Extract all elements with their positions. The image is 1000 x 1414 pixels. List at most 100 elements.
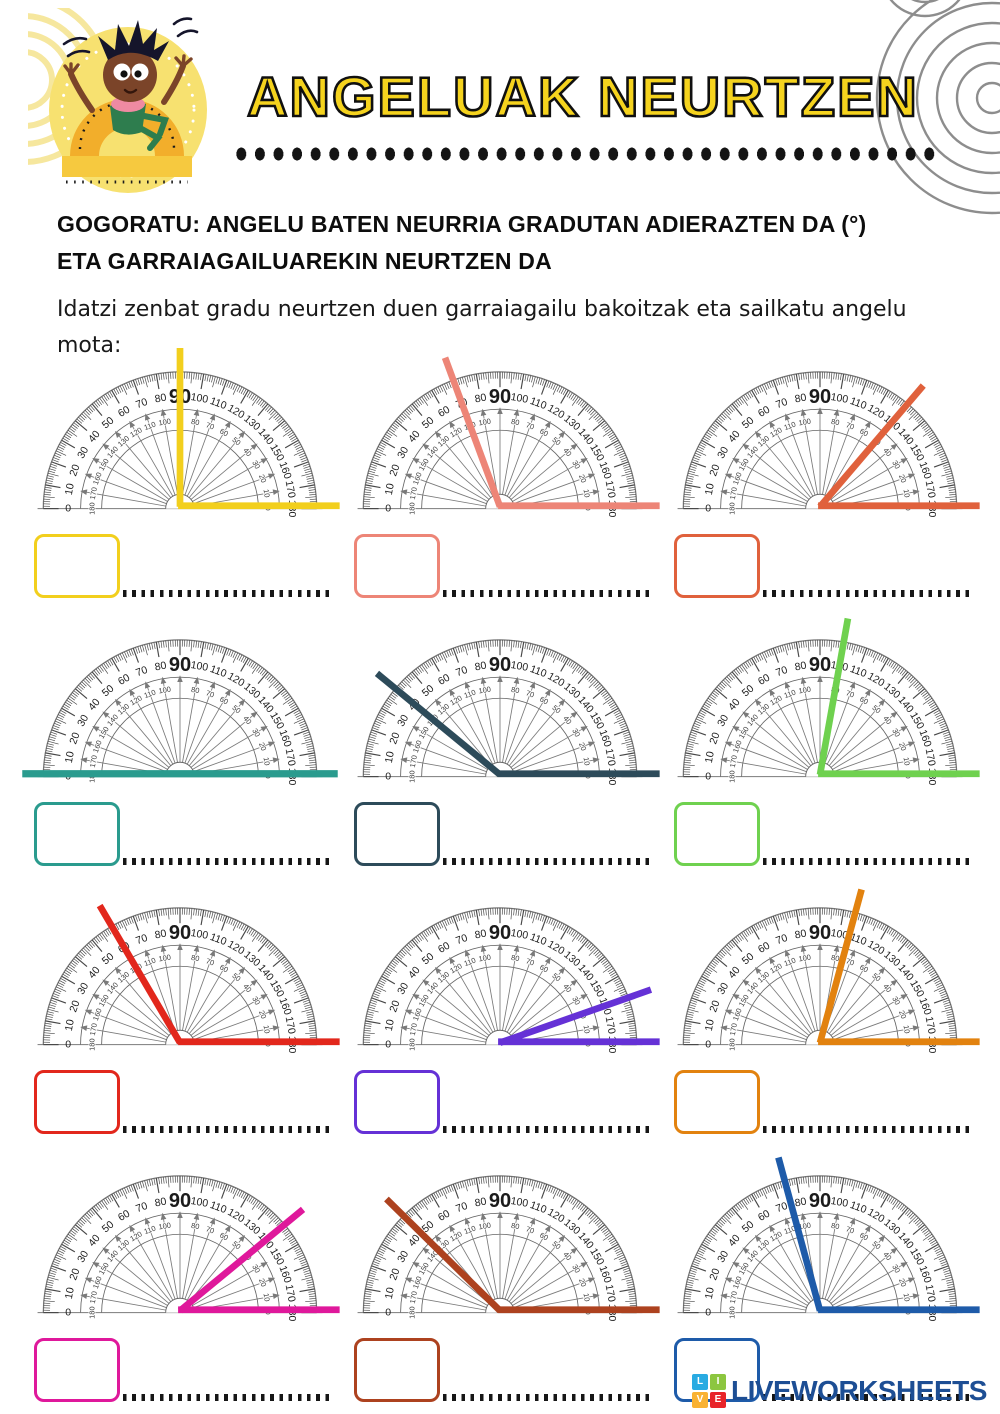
answer-dotted-line	[123, 1126, 332, 1133]
answer-dotted-line	[763, 858, 972, 865]
svg-text:20: 20	[387, 463, 402, 478]
svg-text:110: 110	[463, 688, 477, 701]
svg-text:50: 50	[100, 415, 117, 432]
svg-text:60: 60	[756, 672, 772, 688]
answer-input-box-11[interactable]	[354, 1338, 440, 1402]
svg-text:50: 50	[550, 971, 562, 983]
svg-text:80: 80	[510, 1221, 520, 1231]
svg-text:160: 160	[276, 1264, 293, 1285]
svg-text:80: 80	[474, 660, 488, 674]
svg-text:80: 80	[510, 953, 520, 963]
angle-rays	[177, 1206, 340, 1314]
logo-tile-v: V	[692, 1392, 708, 1408]
svg-text:160: 160	[916, 460, 933, 481]
svg-text:50: 50	[420, 683, 437, 700]
svg-text:20: 20	[67, 999, 82, 1014]
svg-text:60: 60	[858, 426, 870, 438]
mascot-hair	[98, 20, 169, 61]
svg-text:100: 100	[158, 952, 172, 963]
angle-rays	[441, 356, 660, 510]
answer-input-box-3[interactable]	[674, 534, 760, 598]
brand-name: LIVEWORKSHEETS	[731, 1375, 987, 1406]
svg-text:100: 100	[478, 416, 492, 427]
svg-text:30: 30	[250, 727, 262, 739]
answer-input-box-2[interactable]	[354, 534, 440, 598]
svg-text:50: 50	[100, 1219, 117, 1236]
svg-text:40: 40	[406, 964, 423, 981]
protractor-7: 0010102020303040405050606070708080100100…	[37, 903, 340, 1054]
svg-text:40: 40	[86, 428, 103, 445]
exercise-cell-4: 0010102020303040405050606070708080100100…	[22, 618, 338, 866]
reminder-line-2: ETA GARRAIAGAILUAREKIN NEURTZEN DA	[57, 248, 552, 274]
svg-text:70: 70	[205, 1224, 216, 1235]
svg-text:100: 100	[798, 416, 812, 427]
answer-dotted-line	[443, 1126, 652, 1133]
svg-text:100: 100	[190, 1195, 209, 1210]
svg-text:100: 100	[190, 659, 209, 674]
svg-text:150: 150	[587, 710, 606, 731]
svg-text:30: 30	[890, 995, 902, 1007]
svg-text:80: 80	[190, 417, 200, 427]
exercise-cell-5: 0010102020303040405050606070708080100100…	[348, 618, 660, 866]
svg-text:50: 50	[550, 1239, 562, 1251]
answer-input-box-4[interactable]	[34, 802, 120, 866]
svg-text:30: 30	[715, 712, 731, 728]
svg-text:70: 70	[774, 396, 789, 411]
logo-tile-e: E	[710, 1392, 726, 1408]
svg-text:50: 50	[740, 683, 757, 700]
svg-text:40: 40	[726, 1232, 743, 1249]
svg-text:0: 0	[65, 503, 71, 515]
svg-text:20: 20	[257, 1009, 268, 1020]
svg-text:150: 150	[267, 710, 286, 731]
svg-text:50: 50	[230, 435, 242, 447]
svg-text:10: 10	[383, 1286, 397, 1300]
svg-text:80: 80	[830, 953, 840, 963]
svg-text:160: 160	[731, 739, 744, 754]
svg-text:90: 90	[809, 654, 831, 676]
svg-text:30: 30	[570, 1263, 582, 1275]
svg-text:20: 20	[67, 463, 82, 478]
svg-text:20: 20	[707, 731, 722, 746]
svg-text:40: 40	[86, 1232, 103, 1249]
answer-input-box-1[interactable]	[34, 534, 120, 598]
svg-text:10: 10	[581, 756, 591, 766]
answer-row	[348, 1336, 652, 1402]
exercise-cell-7: 0010102020303040405050606070708080100100…	[28, 886, 340, 1134]
svg-text:60: 60	[218, 694, 230, 706]
svg-text:150: 150	[587, 1246, 606, 1267]
svg-text:110: 110	[528, 395, 548, 412]
svg-text:30: 30	[570, 995, 582, 1007]
answer-input-box-5[interactable]	[354, 802, 440, 866]
svg-text:180: 180	[728, 770, 737, 782]
svg-text:70: 70	[205, 420, 216, 431]
svg-text:100: 100	[478, 1220, 492, 1231]
svg-text:0: 0	[385, 1307, 391, 1319]
svg-text:170: 170	[728, 754, 739, 768]
svg-text:30: 30	[395, 444, 411, 460]
svg-text:80: 80	[474, 392, 488, 406]
answer-input-box-8[interactable]	[354, 1070, 440, 1134]
svg-text:40: 40	[241, 714, 253, 726]
svg-text:100: 100	[158, 684, 172, 695]
exercise-cell-6: 0010102020303040405050606070708080100100…	[668, 617, 980, 866]
svg-text:60: 60	[436, 1208, 452, 1224]
svg-text:50: 50	[740, 415, 757, 432]
svg-text:0: 0	[705, 771, 711, 783]
answer-input-box-7[interactable]	[34, 1070, 120, 1134]
svg-text:160: 160	[91, 739, 104, 754]
answer-input-box-9[interactable]	[674, 1070, 760, 1134]
answer-input-box-10[interactable]	[34, 1338, 120, 1402]
svg-text:70: 70	[134, 1200, 149, 1215]
exercise-cell-1: 0010102020303040405050606070708080100100…	[28, 348, 340, 598]
svg-text:100: 100	[510, 391, 529, 406]
svg-text:60: 60	[756, 940, 772, 956]
answer-input-box-6[interactable]	[674, 802, 760, 866]
svg-text:180: 180	[88, 1038, 97, 1050]
svg-text:160: 160	[596, 460, 613, 481]
svg-text:170: 170	[283, 748, 298, 767]
svg-text:50: 50	[230, 1239, 242, 1251]
svg-text:60: 60	[218, 1230, 230, 1242]
svg-text:50: 50	[740, 1219, 757, 1236]
svg-text:10: 10	[383, 1018, 397, 1032]
